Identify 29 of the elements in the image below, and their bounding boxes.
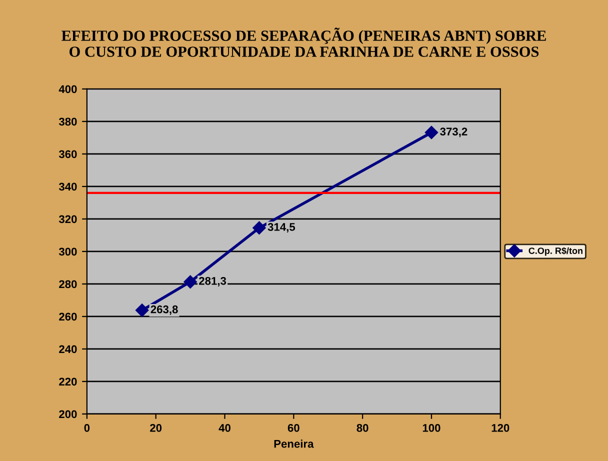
point: [184, 275, 197, 288]
x-tick-label: 0: [84, 424, 90, 432]
y-tick-label: 220: [59, 378, 77, 386]
x-tick-label: 120: [492, 424, 510, 432]
y-tick-label: 340: [58, 182, 77, 191]
x-tick-label: 80: [356, 424, 368, 432]
data-label: 373,2: [440, 128, 468, 138]
chart-title: EFEITO DO PROCESSO DE SEPARAÇÃO (PENEIRAS ABNT) SOBRE O CUSTO DE OPORTUNIDADE DA FARINHA DE CARNE E OSSOS: [62, 28, 546, 57]
x-axis-title: Peneira: [274, 440, 314, 448]
y-tick-label: 240: [59, 345, 77, 354]
y-tick-label: 280: [59, 280, 77, 288]
y-tick-label: 400: [58, 85, 77, 94]
point: [424, 126, 438, 140]
data-label: 281,3: [199, 276, 226, 286]
y-tick-label: 300: [58, 248, 77, 256]
x-tick-label: 40: [218, 424, 230, 432]
x-tick-label: 20: [150, 424, 162, 432]
x-tick-label: 100: [422, 424, 440, 432]
data-label: 314,5: [268, 223, 296, 233]
y-tick-label: 380: [58, 118, 77, 126]
legend-label: C.Op. R$/ton: [528, 247, 582, 256]
point: [252, 221, 266, 234]
point: [135, 304, 149, 317]
x-tick-label: 60: [288, 424, 300, 432]
y-tick-label: 320: [58, 215, 77, 224]
y-tick-label: 360: [58, 150, 77, 158]
y-tick-label: 260: [59, 312, 77, 321]
y-tick-label: 200: [59, 410, 77, 418]
data-label: 263,8: [150, 305, 178, 315]
